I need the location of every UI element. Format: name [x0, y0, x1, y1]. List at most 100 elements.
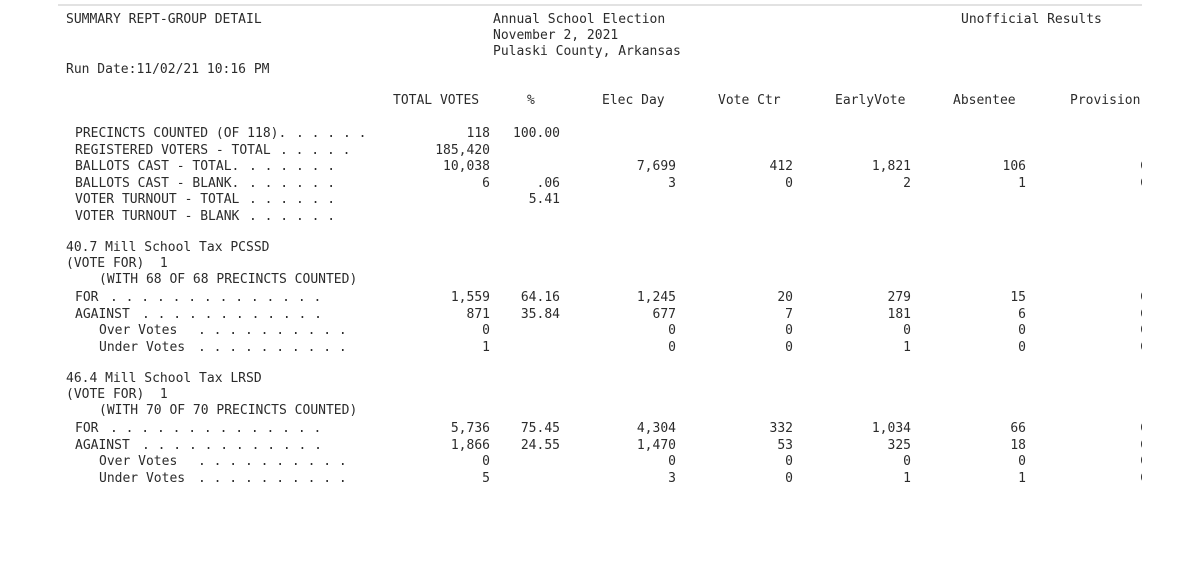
report-sheet: SUMMARY REPT-GROUP DETAIL Annual School …	[58, 4, 1142, 487]
cell-early: 0	[903, 323, 911, 338]
cell-total: 5,736	[450, 421, 490, 436]
cell-prov: C	[1140, 454, 1142, 470]
cell-elec: 4,304	[636, 421, 676, 436]
cell-elec: 0	[668, 323, 676, 338]
row-label: FOR	[75, 421, 99, 436]
cell-total: 0	[482, 454, 490, 469]
run-date: Run Date:11/02/21 10:16 PM	[66, 62, 270, 77]
cell-abs: 15	[1010, 290, 1026, 305]
row-label: Under Votes	[99, 470, 186, 486]
summary-label: REGISTERED VOTERS - TOTAL	[75, 142, 271, 158]
cell-elec: 3	[668, 470, 676, 486]
cell-prov: C	[1140, 471, 1142, 487]
cell-elec: 677	[652, 306, 676, 322]
leader-dots: . . . . . . . . . . . .	[142, 306, 323, 322]
cell-early: 1	[903, 470, 911, 486]
summary-label: BALLOTS CAST - BLANK.	[75, 175, 240, 191]
cell-early: 0	[903, 454, 911, 469]
cell-early: 325	[887, 437, 911, 453]
summary-cell-pct: 100.00	[513, 126, 560, 141]
leader-dots: . . . . . . . . . . . . . .	[110, 421, 322, 436]
summary-cell-abs: 1	[1018, 175, 1026, 191]
cell-abs: 6	[1018, 306, 1026, 322]
leader-dots: . . . . . .	[249, 159, 336, 174]
column-header: TOTAL VOTES	[393, 93, 480, 108]
summary-cell-total: 185,420	[435, 142, 490, 158]
cell-total: 1,866	[450, 437, 490, 453]
summary-cell-pct: 5.41	[528, 192, 560, 207]
race-precincts: (WITH 70 OF 70 PRECINCTS COUNTED)	[99, 403, 358, 418]
election-name: Annual School Election	[493, 12, 666, 27]
leader-dots: . . . . . . . . . .	[198, 339, 347, 355]
cell-early: 1	[903, 339, 911, 355]
cell-early: 1,034	[871, 421, 911, 436]
summary-label: VOTER TURNOUT - TOTAL	[75, 192, 240, 207]
cell-prov: C	[1140, 323, 1142, 339]
cell-pct: 64.16	[520, 290, 560, 305]
summary-cell-total: 6	[482, 175, 490, 191]
results-status: Unofficial Results	[961, 12, 1102, 27]
cell-total: 871	[466, 306, 490, 322]
row-label: AGAINST	[75, 437, 130, 453]
column-header: Vote Ctr	[718, 93, 781, 108]
summary-cell-abs: 106	[1002, 159, 1026, 174]
column-header: Elec Day	[602, 93, 665, 108]
cell-abs: 0	[1018, 454, 1026, 469]
cell-total: 1,559	[450, 290, 490, 305]
leader-dots: . . . . . .	[249, 192, 336, 207]
row-label: FOR	[75, 290, 99, 305]
summary-cell-elec: 7,699	[636, 159, 676, 174]
summary-label: BALLOTS CAST - TOTAL.	[75, 159, 240, 174]
cell-vctr: 0	[785, 339, 793, 355]
summary-label: PRECINCTS COUNTED (OF 118).	[75, 126, 287, 141]
summary-cell-early: 1,821	[871, 159, 911, 174]
column-header: EarlyVote	[835, 93, 906, 108]
race-vote-for: (VOTE FOR) 1	[66, 256, 168, 271]
cell-vctr: 0	[785, 454, 793, 469]
summary-cell-total: 10,038	[443, 159, 490, 174]
top-rule	[58, 4, 1142, 6]
cell-prov: C	[1140, 340, 1142, 356]
cell-elec: 0	[668, 454, 676, 469]
race-title: 40.7 Mill School Tax PCSSD	[66, 240, 270, 255]
cell-prov: C	[1140, 438, 1142, 454]
cell-elec: 1,245	[636, 290, 676, 305]
cell-vctr: 332	[769, 421, 793, 436]
row-label: Over Votes	[99, 454, 178, 469]
summary-cell-vctr: 412	[769, 159, 793, 174]
cell-abs: 18	[1010, 437, 1026, 453]
race-title: 46.4 Mill School Tax LRSD	[66, 371, 262, 386]
leader-dots: . . . . .	[296, 126, 367, 141]
cell-elec: 1,470	[636, 437, 676, 453]
leader-dots: . . . . . . . . . . . .	[142, 437, 323, 453]
cell-early: 279	[887, 290, 911, 305]
election-county: Pulaski County, Arkansas	[493, 44, 681, 59]
leader-dots: . . . . . . . . . .	[198, 454, 347, 469]
leader-dots: . . . . . .	[249, 208, 336, 224]
cell-abs: 1	[1018, 470, 1026, 486]
report-title: SUMMARY REPT-GROUP DETAIL	[66, 12, 262, 27]
cell-total: 5	[482, 470, 490, 486]
leader-dots: . . . . . .	[249, 175, 336, 191]
column-header: Absentee	[953, 93, 1016, 108]
cell-abs: 0	[1018, 323, 1026, 338]
leader-dots: . . . . . . . . . .	[198, 323, 347, 338]
cell-prov: C	[1140, 290, 1142, 306]
cell-abs: 0	[1018, 339, 1026, 355]
cell-vctr: 7	[785, 306, 793, 322]
cell-total: 1	[482, 339, 490, 355]
cell-early: 181	[887, 306, 911, 322]
cell-vctr: 20	[777, 290, 793, 305]
summary-cell-vctr: 0	[785, 175, 793, 191]
summary-label: VOTER TURNOUT - BLANK	[75, 208, 240, 224]
row-label: AGAINST	[75, 306, 130, 322]
cell-prov: C	[1140, 421, 1142, 437]
summary-cell-elec: 3	[668, 175, 676, 191]
leader-dots: . . . . . . . . . . . . . .	[110, 290, 322, 305]
cell-vctr: 53	[777, 437, 793, 453]
cell-pct: 24.55	[520, 437, 560, 453]
leader-dots: . . . . . . . . . .	[198, 470, 347, 486]
election-date: November 2, 2021	[493, 28, 619, 43]
summary-cell-prov: C	[1140, 159, 1142, 175]
summary-cell-pct: .06	[536, 175, 560, 191]
